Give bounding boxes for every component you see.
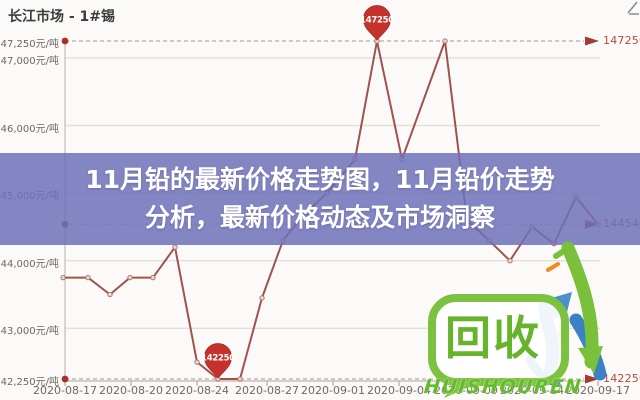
headline-overlay: 11月铅的最新价格走势图，11月铅价走势 分析，最新价格动态及市场洞察 [0,153,640,245]
x-axis-label: 2020-09-14 [500,384,564,397]
x-axis-label: 2020-08-20 [99,384,163,397]
svg-text:147250: 147250 [360,16,394,26]
clipped-corner-glyph-icon [627,1,639,15]
y-axis-label: 147,000元/吨 [0,55,59,67]
x-axis-label: 2020-08-24 [165,384,229,397]
y-axis-label: 146,000元/吨 [0,123,59,135]
x-axis-label: 2020-08-27 [235,384,299,397]
y-axis-label: 144,000元/吨 [0,258,59,270]
headline-line1: 11月铅的最新价格走势图，11月铅价走势 [85,165,555,194]
recycle-bubble-text: 回收 [445,311,541,365]
y-axis-label: 142,250元/吨 [0,377,59,388]
x-axis-label: 2020-09-04 [367,384,431,397]
y-axis-label: 143,000元/吨 [0,326,59,338]
x-axis-label: 2020-09-17 [566,384,630,397]
y-axis-label: 147,250元/吨 [0,39,59,50]
svg-text:142250: 142250 [201,354,235,364]
reference-value-label: 147250 [603,34,640,47]
page-title: 长江市场 - 1#锡 [8,9,116,25]
watermark-name: HUISHOUREN [422,376,584,398]
x-axis-label: 2020-09-01 [301,384,365,397]
reference-value-label: 142250 [603,372,640,385]
headline-line2: 分析，最新价格动态及市场洞察 [144,203,495,232]
x-axis-label: 2020-08-17 [33,384,97,397]
